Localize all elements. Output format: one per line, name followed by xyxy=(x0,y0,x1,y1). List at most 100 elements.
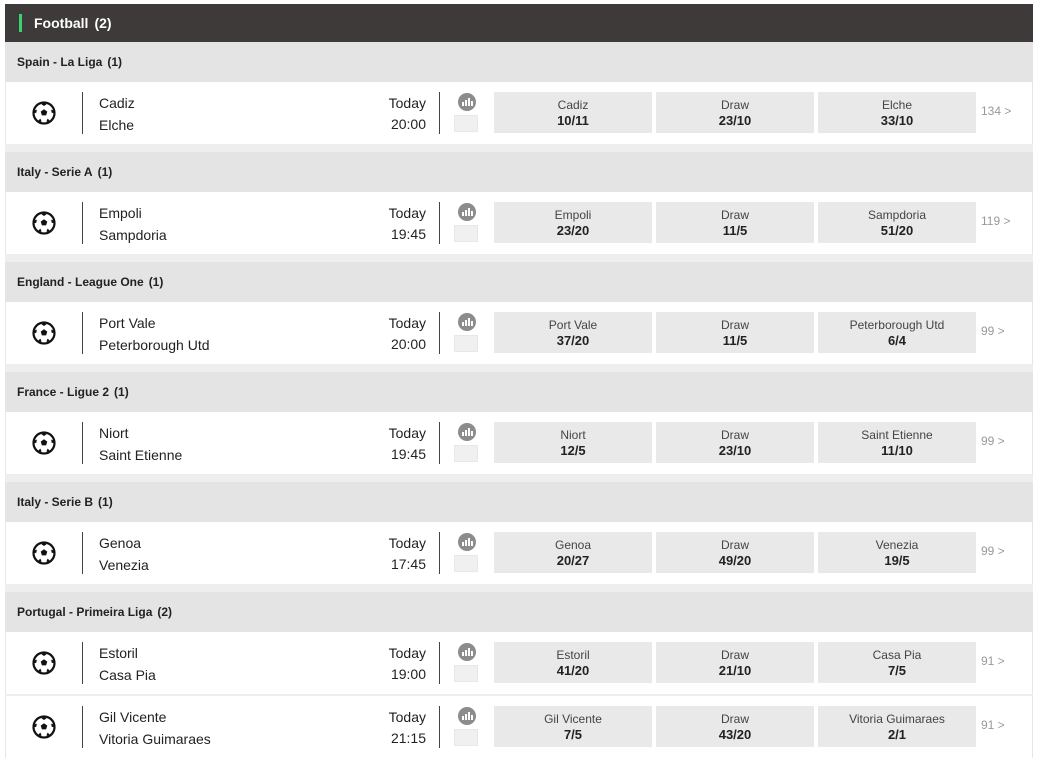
football-icon xyxy=(32,541,56,565)
selection-name: Cadiz xyxy=(557,97,589,112)
odds-button-home[interactable]: Genoa 20/27 xyxy=(494,532,652,573)
stats-icon[interactable] xyxy=(458,707,476,725)
selection-price: 41/20 xyxy=(556,662,590,678)
row-divider xyxy=(82,202,83,244)
team-names[interactable]: Genoa Venezia xyxy=(99,532,149,576)
stats-icon[interactable] xyxy=(458,423,476,441)
odds-button-draw[interactable]: Draw 23/10 xyxy=(656,92,814,133)
kickoff-time: 20:00 xyxy=(390,336,426,352)
football-icon xyxy=(32,431,56,455)
league-header[interactable]: Portugal - Primeira Liga (2) xyxy=(5,592,1033,632)
sport-header[interactable]: Football (2) xyxy=(5,4,1033,42)
selection-name: Sampdoria xyxy=(867,207,927,222)
selection-price: 21/10 xyxy=(718,662,752,678)
section-gap xyxy=(5,254,1033,262)
odds-button-home[interactable]: Estoril 41/20 xyxy=(494,642,652,683)
selection-price: 33/10 xyxy=(880,112,914,128)
odds-button-draw[interactable]: Draw 43/20 xyxy=(656,706,814,747)
event-row[interactable]: Empoli Sampdoria Today 19:45 Empoli 23/2… xyxy=(5,192,1033,254)
odds-button-home[interactable]: Niort 12/5 xyxy=(494,422,652,463)
league-header[interactable]: France - Ligue 2 (1) xyxy=(5,372,1033,412)
selection-price: 20/27 xyxy=(556,552,590,568)
odds-button-away[interactable]: Vitoria Guimaraes 2/1 xyxy=(818,706,976,747)
odds-button-draw[interactable]: Draw 23/10 xyxy=(656,422,814,463)
team-names[interactable]: Port Vale Peterborough Utd xyxy=(99,312,210,356)
odds-button-draw[interactable]: Draw 21/10 xyxy=(656,642,814,683)
odds-button-away[interactable]: Saint Etienne 11/10 xyxy=(818,422,976,463)
odds-button-home[interactable]: Gil Vicente 7/5 xyxy=(494,706,652,747)
more-markets-link[interactable]: 134 > xyxy=(981,104,1012,118)
selection-name: Peterborough Utd xyxy=(849,317,945,332)
away-team: Peterborough Utd xyxy=(99,337,210,353)
kickoff-time: 19:45 xyxy=(390,446,426,462)
football-icon xyxy=(32,715,56,739)
odds-button-away[interactable]: Venezia 19/5 xyxy=(818,532,976,573)
more-markets-link[interactable]: 99 > xyxy=(981,324,1005,338)
event-row[interactable]: Port Vale Peterborough Utd Today 20:00 P… xyxy=(5,302,1033,364)
more-markets-link[interactable]: 99 > xyxy=(981,544,1005,558)
home-team: Gil Vicente xyxy=(99,709,167,725)
home-team: Cadiz xyxy=(99,95,135,111)
away-team: Sampdoria xyxy=(99,227,167,243)
stats-icon[interactable] xyxy=(458,313,476,331)
league-header[interactable]: England - League One (1) xyxy=(5,262,1033,302)
league-name: France - Ligue 2 xyxy=(17,385,110,399)
football-icon xyxy=(32,651,56,675)
odds-button-away[interactable]: Peterborough Utd 6/4 xyxy=(818,312,976,353)
more-markets-link[interactable]: 91 > xyxy=(981,654,1005,668)
event-separator xyxy=(5,694,1033,696)
selection-price: 2/1 xyxy=(887,726,907,742)
league-count: (1) xyxy=(107,55,123,69)
event-list: Estoril Casa Pia Today 19:00 Estoril 41/… xyxy=(5,632,1033,758)
row-divider xyxy=(82,532,83,574)
row-divider xyxy=(82,706,83,748)
league-name: Portugal - Primeira Liga xyxy=(17,605,153,619)
football-icon xyxy=(32,211,56,235)
league-header[interactable]: Italy - Serie B (1) xyxy=(5,482,1033,522)
event-row[interactable]: Estoril Casa Pia Today 19:00 Estoril 41/… xyxy=(5,632,1033,694)
stats-icon[interactable] xyxy=(458,93,476,111)
league-header[interactable]: Spain - La Liga (1) xyxy=(5,42,1033,82)
selection-name: Estoril xyxy=(556,647,590,662)
odds-button-home[interactable]: Empoli 23/20 xyxy=(494,202,652,243)
team-names[interactable]: Estoril Casa Pia xyxy=(99,642,156,686)
row-divider xyxy=(82,312,83,354)
odds-button-draw[interactable]: Draw 11/5 xyxy=(656,202,814,243)
event-row[interactable]: Genoa Venezia Today 17:45 Genoa 20/27 Dr… xyxy=(5,522,1033,584)
selection-name: Port Vale xyxy=(548,317,598,332)
stream-placeholder xyxy=(454,665,478,682)
event-row[interactable]: Gil Vicente Vitoria Guimaraes Today 21:1… xyxy=(5,696,1033,758)
event-row[interactable]: Niort Saint Etienne Today 19:45 Niort 12… xyxy=(5,412,1033,474)
kickoff-day: Today xyxy=(388,645,426,661)
stats-icon[interactable] xyxy=(458,533,476,551)
event-row[interactable]: Cadiz Elche Today 20:00 Cadiz 10/11 Draw… xyxy=(5,82,1033,144)
odds-button-draw[interactable]: Draw 49/20 xyxy=(656,532,814,573)
more-markets-link[interactable]: 99 > xyxy=(981,434,1005,448)
odds-button-draw[interactable]: Draw 11/5 xyxy=(656,312,814,353)
odds-button-away[interactable]: Elche 33/10 xyxy=(818,92,976,133)
odds-button-away[interactable]: Sampdoria 51/20 xyxy=(818,202,976,243)
row-divider xyxy=(439,312,440,354)
league-header[interactable]: Italy - Serie A (1) xyxy=(5,152,1033,192)
selection-name: Draw xyxy=(720,427,749,442)
stats-icon[interactable] xyxy=(458,203,476,221)
stats-icon[interactable] xyxy=(458,643,476,661)
league-name: England - League One xyxy=(17,275,144,289)
more-markets-link[interactable]: 119 > xyxy=(981,214,1011,228)
odds-button-home[interactable]: Port Vale 37/20 xyxy=(494,312,652,353)
odds-button-home[interactable]: Cadiz 10/11 xyxy=(494,92,652,133)
selection-price: 10/11 xyxy=(557,112,589,128)
league-name: Italy - Serie A xyxy=(17,165,93,179)
football-icon xyxy=(32,321,56,345)
event-list: Genoa Venezia Today 17:45 Genoa 20/27 Dr… xyxy=(5,522,1033,584)
more-markets-link[interactable]: 91 > xyxy=(981,718,1005,732)
team-names[interactable]: Empoli Sampdoria xyxy=(99,202,167,246)
selection-price: 23/10 xyxy=(718,442,752,458)
selection-price: 7/5 xyxy=(887,662,907,678)
selection-price: 12/5 xyxy=(560,442,586,458)
team-names[interactable]: Cadiz Elche xyxy=(99,92,135,136)
team-names[interactable]: Gil Vicente Vitoria Guimaraes xyxy=(99,706,211,750)
team-names[interactable]: Niort Saint Etienne xyxy=(99,422,182,466)
odds-button-away[interactable]: Casa Pia 7/5 xyxy=(818,642,976,683)
selection-name: Casa Pia xyxy=(872,647,922,662)
